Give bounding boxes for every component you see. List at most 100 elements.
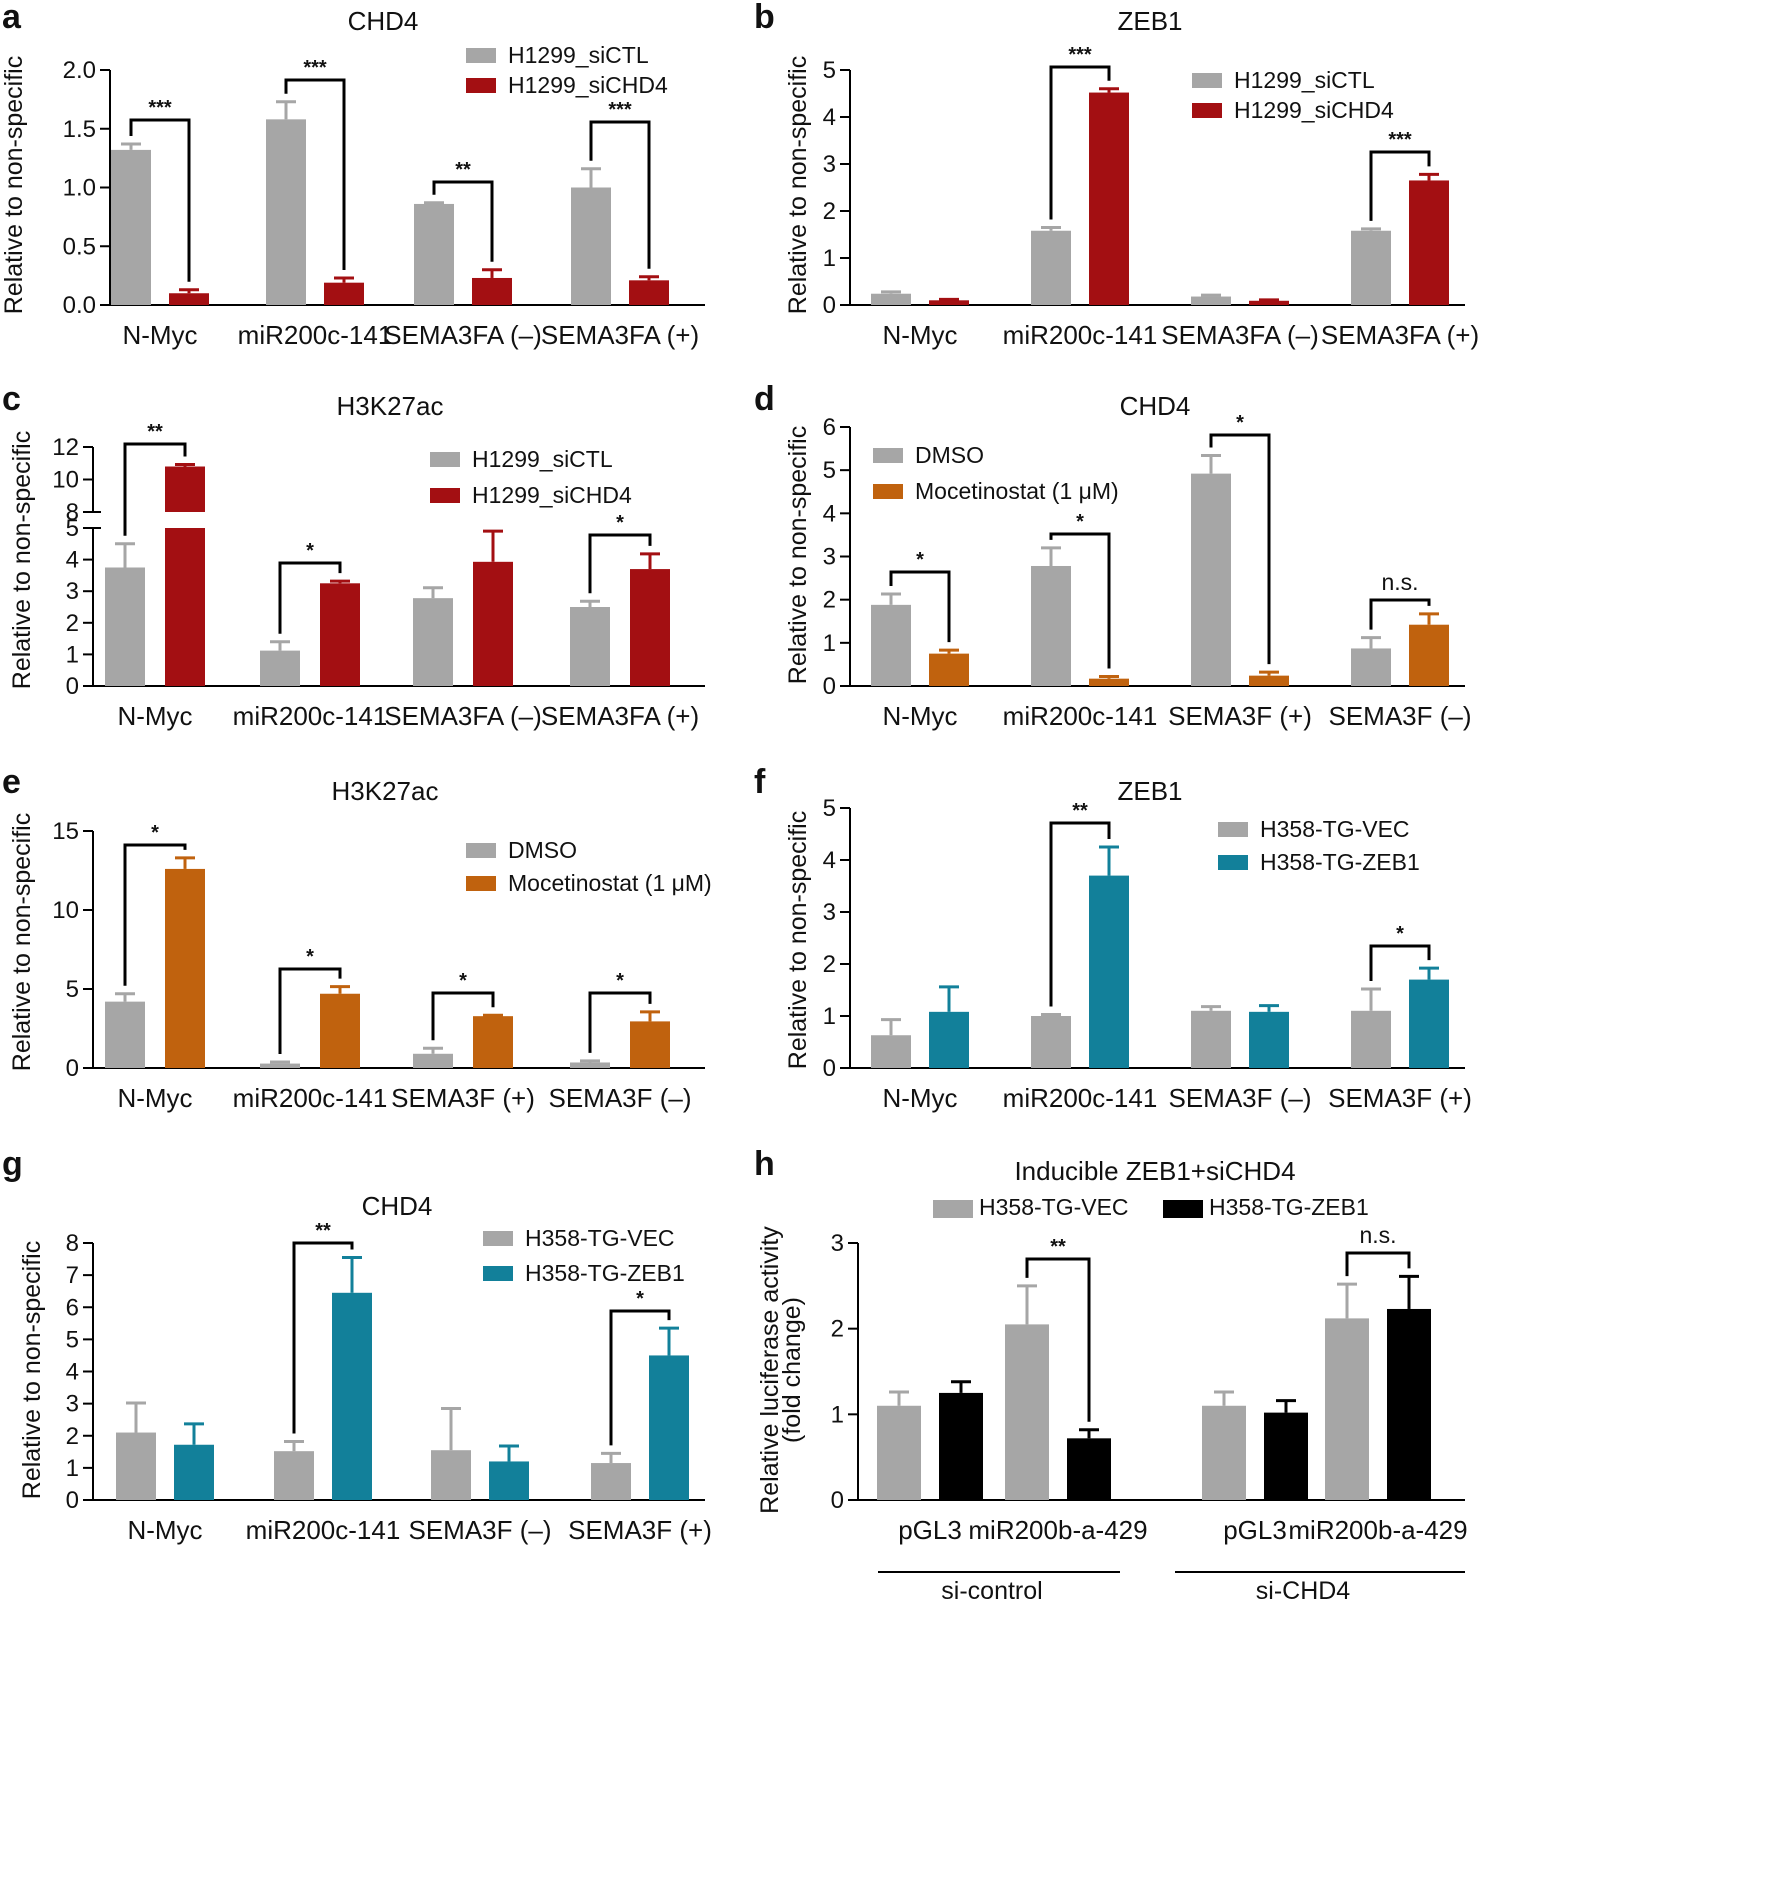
x-tick-label: miR200c-141: [246, 1515, 401, 1545]
x-tick-label: SEMA3F (–): [1168, 1083, 1311, 1113]
legend-label: H1299_siCTL: [1234, 67, 1375, 93]
bar: [929, 1011, 969, 1068]
bar: [1409, 180, 1449, 305]
y-tick-label: 4: [823, 847, 836, 874]
significance-bracket: [1209, 433, 1271, 665]
bar: [473, 1016, 513, 1068]
legend-label: H358-TG-ZEB1: [1209, 1194, 1369, 1220]
bar: [1067, 1438, 1111, 1500]
bar: [473, 561, 513, 686]
bar: [570, 1062, 610, 1068]
y-axis-label: Relative to non-specific: [18, 1241, 46, 1499]
significance-label: ***: [303, 57, 327, 79]
x-tick-label: miR200c-141: [238, 320, 393, 350]
bar: [1249, 675, 1289, 686]
bar: [332, 1292, 372, 1500]
bar: [111, 149, 151, 305]
significance-label: ***: [1068, 44, 1092, 66]
significance-label: ***: [1388, 129, 1412, 151]
significance-label: n.s.: [1359, 1222, 1396, 1248]
panel-letter: a: [2, 0, 22, 36]
y-tick-label: 1.5: [63, 116, 96, 143]
significance-label: **: [455, 159, 471, 181]
legend-swatch: [1218, 855, 1248, 870]
bar: [413, 1053, 453, 1068]
y-tick-label: 2: [66, 1423, 79, 1450]
significance-bracket: [278, 967, 342, 1054]
y-tick-label: 6: [823, 414, 836, 441]
bar: [629, 280, 669, 305]
panel-letter: h: [754, 1145, 775, 1183]
y-tick-label: 0: [66, 1487, 79, 1514]
bar: [274, 1451, 314, 1500]
y-axis-label: Relative to non-specific: [784, 426, 812, 684]
y-tick-label: 3: [66, 578, 79, 605]
y-tick-label: 2: [823, 587, 836, 614]
y-tick-label: 4: [823, 104, 836, 131]
bar: [570, 607, 610, 686]
bar: [1387, 1308, 1431, 1500]
y-tick-label: 4: [66, 1359, 79, 1386]
significance-label: *: [306, 540, 314, 562]
y-tick-label: 5: [66, 1326, 79, 1353]
y-tick-label: 3: [823, 544, 836, 571]
legend-swatch: [1192, 73, 1222, 88]
y-tick-label: 1: [823, 1003, 836, 1030]
legend-label: H358-TG-ZEB1: [1260, 849, 1420, 875]
bar: [260, 1063, 300, 1068]
legend-swatch: [430, 488, 460, 503]
x-tick-label: miR200c-141: [1003, 701, 1158, 731]
bar: [1325, 1318, 1369, 1500]
x-tick-label: SEMA3FA (–): [384, 701, 542, 731]
y-tick-label: 5: [823, 57, 836, 84]
bar: [591, 1463, 631, 1500]
legend-label: H1299_siCHD4: [472, 482, 632, 508]
significance-bracket: [588, 533, 652, 594]
y-tick-label: 0: [823, 1055, 836, 1082]
y-tick-label: 8: [66, 1230, 79, 1257]
significance-bracket: [1369, 598, 1431, 630]
bar: [174, 1444, 214, 1500]
x-tick-label: SEMA3F (–): [1328, 701, 1471, 731]
bar: [630, 1021, 670, 1068]
bar: [571, 187, 611, 305]
bar: [871, 604, 911, 686]
group-label: si-CHD4: [1256, 1577, 1351, 1605]
legend-swatch: [466, 78, 496, 93]
bar: [324, 282, 364, 305]
bar: [929, 653, 969, 686]
x-tick-label: N-Myc: [882, 701, 957, 731]
bar: [413, 598, 453, 686]
panel-letter: e: [2, 763, 21, 801]
bar: [320, 583, 360, 686]
bar: [939, 1392, 983, 1500]
x-tick-label: miR200c-141: [1003, 320, 1158, 350]
group-label: si-control: [941, 1577, 1042, 1605]
significance-label: n.s.: [1381, 569, 1418, 595]
significance-label: ***: [148, 97, 172, 119]
legend-swatch: [1218, 822, 1248, 837]
bar: [116, 1432, 156, 1500]
y-axis-label: Relative to non-specific: [8, 431, 36, 689]
x-tick-label: SEMA3FA (+): [1321, 320, 1479, 350]
x-tick-label: N-Myc: [117, 1083, 192, 1113]
bar: [1191, 473, 1231, 686]
y-tick-label: 2.0: [63, 57, 96, 84]
bar: [1089, 875, 1129, 1068]
y-tick-label: 5: [823, 795, 836, 822]
legend-label: H1299_siCHD4: [1234, 97, 1394, 123]
significance-bracket: [588, 991, 652, 1053]
x-tick-label: miR200b-a-429: [1288, 1515, 1467, 1545]
significance-bracket: [431, 991, 495, 1041]
bar: [320, 993, 360, 1068]
significance-label: **: [1050, 1236, 1066, 1258]
x-tick-label: SEMA3F (–): [548, 1083, 691, 1113]
y-tick-label: 3: [831, 1230, 844, 1257]
y-tick-label: 5: [823, 457, 836, 484]
bar: [1005, 1324, 1049, 1500]
legend-swatch: [873, 448, 903, 463]
chart-title: ZEB1: [1117, 6, 1182, 36]
y-tick-label: 12: [52, 434, 79, 461]
panel-letter: g: [2, 1145, 23, 1183]
